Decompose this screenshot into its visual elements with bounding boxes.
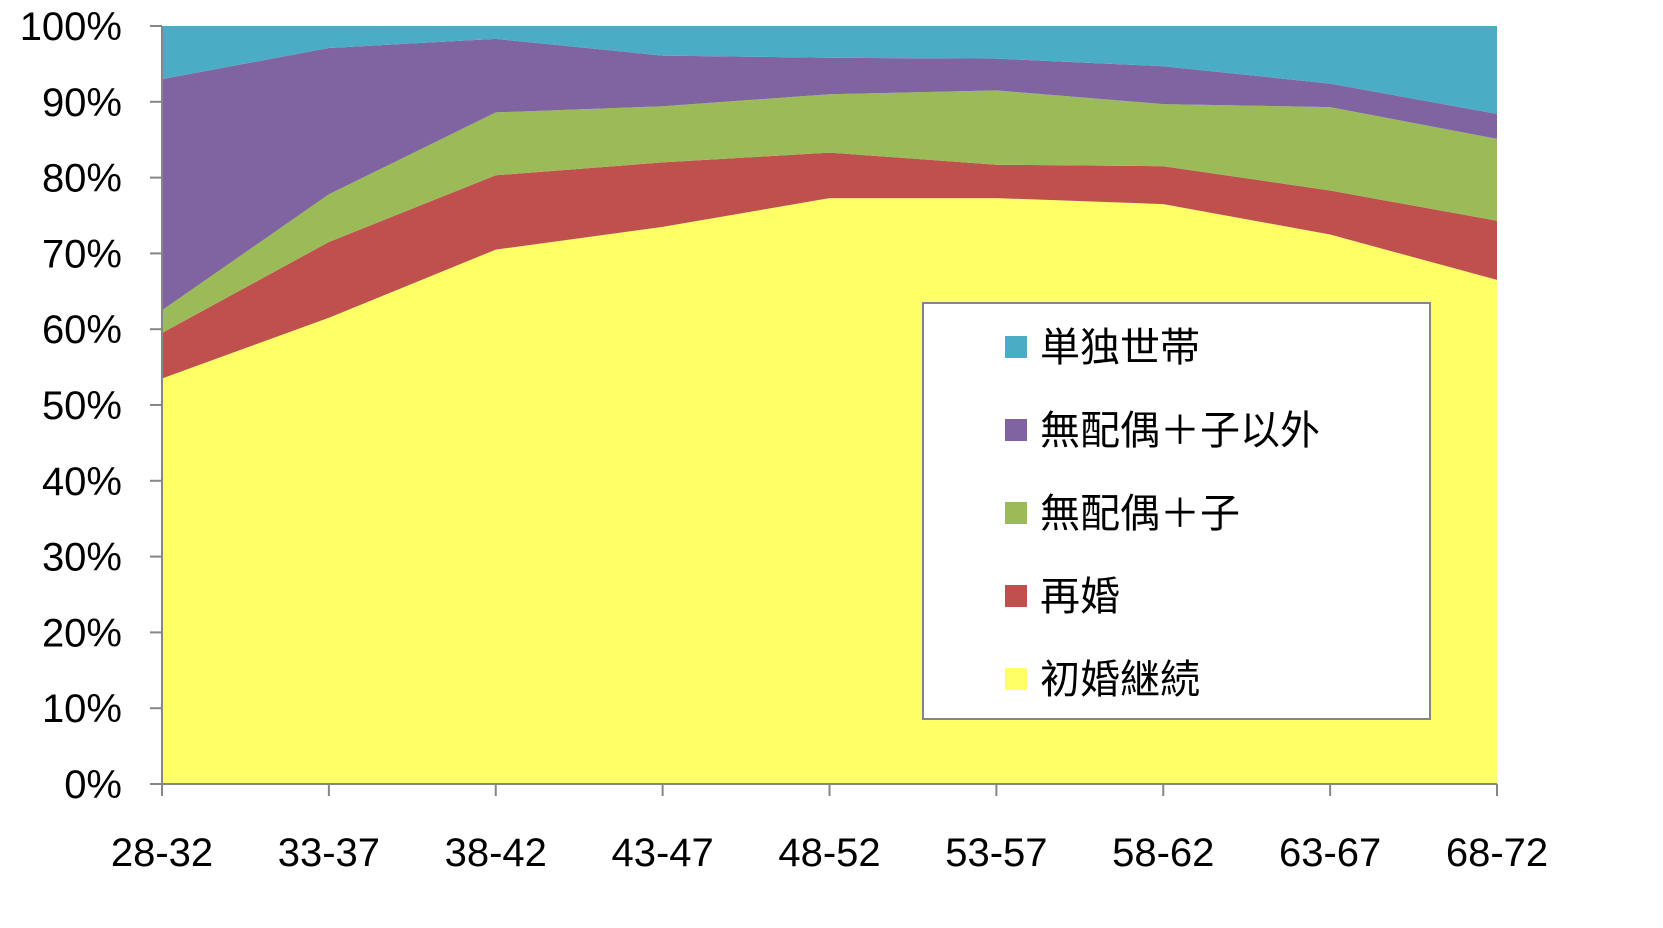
- legend-swatch: [1005, 336, 1027, 358]
- x-tick-label: 43-47: [611, 831, 713, 875]
- x-tick-label: 38-42: [445, 831, 547, 875]
- x-tick-label: 68-72: [1446, 831, 1548, 875]
- legend-label: 無配偶＋子以外: [1040, 408, 1320, 454]
- legend-label: 再婚: [1040, 574, 1120, 620]
- x-tick-label: 53-57: [945, 831, 1047, 875]
- y-tick-label: 50%: [42, 384, 122, 428]
- legend-label: 初婚継続: [1040, 657, 1200, 703]
- x-tick-label: 33-37: [278, 831, 380, 875]
- x-tick-label: 63-67: [1279, 831, 1381, 875]
- legend-label: 単独世帯: [1040, 325, 1200, 371]
- legend-swatch: [1005, 419, 1027, 441]
- x-tick-label: 58-62: [1112, 831, 1214, 875]
- y-tick-label: 100%: [20, 5, 122, 49]
- y-tick-label: 0%: [64, 763, 122, 807]
- x-tick-label: 48-52: [778, 831, 880, 875]
- y-tick-label: 90%: [42, 81, 122, 125]
- y-tick-label: 40%: [42, 460, 122, 504]
- y-tick-label: 30%: [42, 536, 122, 580]
- y-tick-label: 10%: [42, 687, 122, 731]
- y-tick-label: 20%: [42, 611, 122, 655]
- y-tick-label: 70%: [42, 232, 122, 276]
- legend-swatch: [1005, 585, 1027, 607]
- legend-label: 無配偶＋子: [1040, 491, 1240, 537]
- legend-swatch: [1005, 502, 1027, 524]
- legend-swatch: [1005, 668, 1027, 690]
- y-tick-label: 60%: [42, 308, 122, 352]
- y-tick-label: 80%: [42, 157, 122, 201]
- x-tick-label: 28-32: [111, 831, 213, 875]
